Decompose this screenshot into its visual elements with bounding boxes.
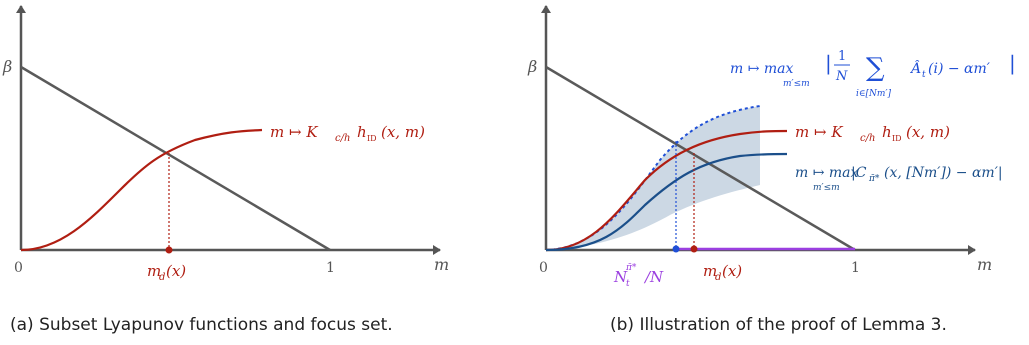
panel-a-one-tick: 1 [326, 260, 335, 276]
panel-b-caption: (b) Illustration of the proof of Lemma 3… [610, 315, 947, 335]
panel-b-mid-label: m ↦ K c/h h ID (x, m) [795, 123, 950, 144]
panel-a-red-curve [20, 128, 263, 252]
panel-a-caption: (a) Subset Lyapunov functions and focus … [10, 315, 393, 335]
panel-b-beta-line [545, 65, 856, 252]
panel-a-curve-label: m ↦ K c/h h ID (x, m) [270, 123, 425, 144]
panel-a-curve-label-sub2: ID [367, 134, 377, 143]
panel-b-lower-body: |C [851, 165, 867, 181]
panel-b-md-main: m [703, 262, 717, 280]
panel-a-beta-line [20, 65, 331, 252]
panel-a-md-label-sub: d [159, 272, 165, 283]
panel-a-curve-label-args: (x, m) [381, 123, 425, 141]
panel-b-m-label: m [977, 255, 992, 274]
panel-b-mid-sub2: ID [892, 134, 902, 143]
panel-b-upper-body-sub: t [922, 70, 926, 80]
panel-b-mid-rest: h [882, 123, 892, 141]
panel-b-lower-label: m ↦ max m′≤m |C π̄* (x, [Nm′]) − αm′| [795, 165, 1003, 193]
panel-b-upper-tail: (i) − αm′ [928, 61, 991, 77]
panel-b-upper-sum: ∑ [866, 53, 885, 83]
panel-b-n-main: N [613, 268, 628, 286]
panel-b-md-args: (x) [722, 262, 742, 280]
panel-b-upper-bar-left: | [825, 51, 832, 76]
panel-a-curve-label-rest: h [357, 123, 367, 141]
panel-a-curve-label-sub: c/h [335, 133, 350, 144]
panel-b-n-sup: π̄* [625, 263, 637, 273]
panel-b-md-label: m d (x) [703, 262, 742, 283]
panel-b-mid-main: m ↦ K [795, 123, 843, 141]
panel-b-n-tail: /N [643, 268, 664, 286]
panel-a-md-point [165, 246, 173, 254]
panel-a-zero-tick: 0 [14, 260, 23, 276]
panel-b-upper-limits: m′≤m [783, 79, 810, 89]
panel-b-beta-tick: β [527, 57, 537, 76]
panel-b-upper-label: m ↦ max m′≤m | 1 N ∑ i∈[Nm′] Â t (i) − α… [730, 49, 1016, 99]
panel-a-beta-tick: β [2, 57, 12, 76]
panel-a-m-label: m [434, 255, 449, 274]
panel-b-upper-bar-right: | [1009, 51, 1016, 76]
panel-b-upper-frac-den: N [835, 69, 848, 84]
panel-b-upper-prefix: m ↦ max [730, 61, 794, 77]
panel-a-md-label-main: m [147, 262, 161, 280]
panel-b-md-point [690, 245, 698, 253]
panel-b-n-point [672, 245, 680, 253]
panel-b-upper-body: Â [909, 59, 921, 77]
panel-b-one-tick: 1 [851, 260, 860, 276]
panel-b-md-sub: d [715, 272, 721, 283]
panel-b-zero-tick: 0 [539, 260, 548, 276]
panel-b-upper-sum-idx: i∈[Nm′] [856, 89, 892, 99]
panel-b-n-sub: t [626, 279, 630, 289]
panel-b-mid-sub: c/h [860, 133, 875, 144]
panel-b-n-label: N t π̄* /N [613, 263, 664, 289]
panel-a-md-label-args: (x) [166, 262, 186, 280]
panel-b-mid-args: (x, m) [906, 123, 950, 141]
panel-b-band [546, 106, 760, 250]
panel-a: β 0 1 m m ↦ K c/h h ID (x, m) m d (x) (a… [2, 5, 449, 335]
panel-b-lower-body-sub: π̄* [868, 174, 880, 184]
panel-b-upper-frac-num: 1 [838, 49, 846, 64]
panel-b-lower-limits: m′≤m [813, 183, 840, 193]
panel-a-md-label: m d (x) [147, 262, 186, 283]
panel-b-red-curve [545, 129, 788, 252]
panel-b: β 0 1 m m ↦ max m′≤m | 1 N ∑ i∈[Nm′] Â t… [527, 5, 1016, 335]
panel-b-lower-prefix: m ↦ max [795, 165, 859, 181]
panel-a-curve-label-main: m ↦ K [270, 123, 318, 141]
panel-b-blue-curve [545, 152, 788, 252]
panel-b-lower-tail: (x, [Nm′]) − αm′| [884, 165, 1003, 181]
